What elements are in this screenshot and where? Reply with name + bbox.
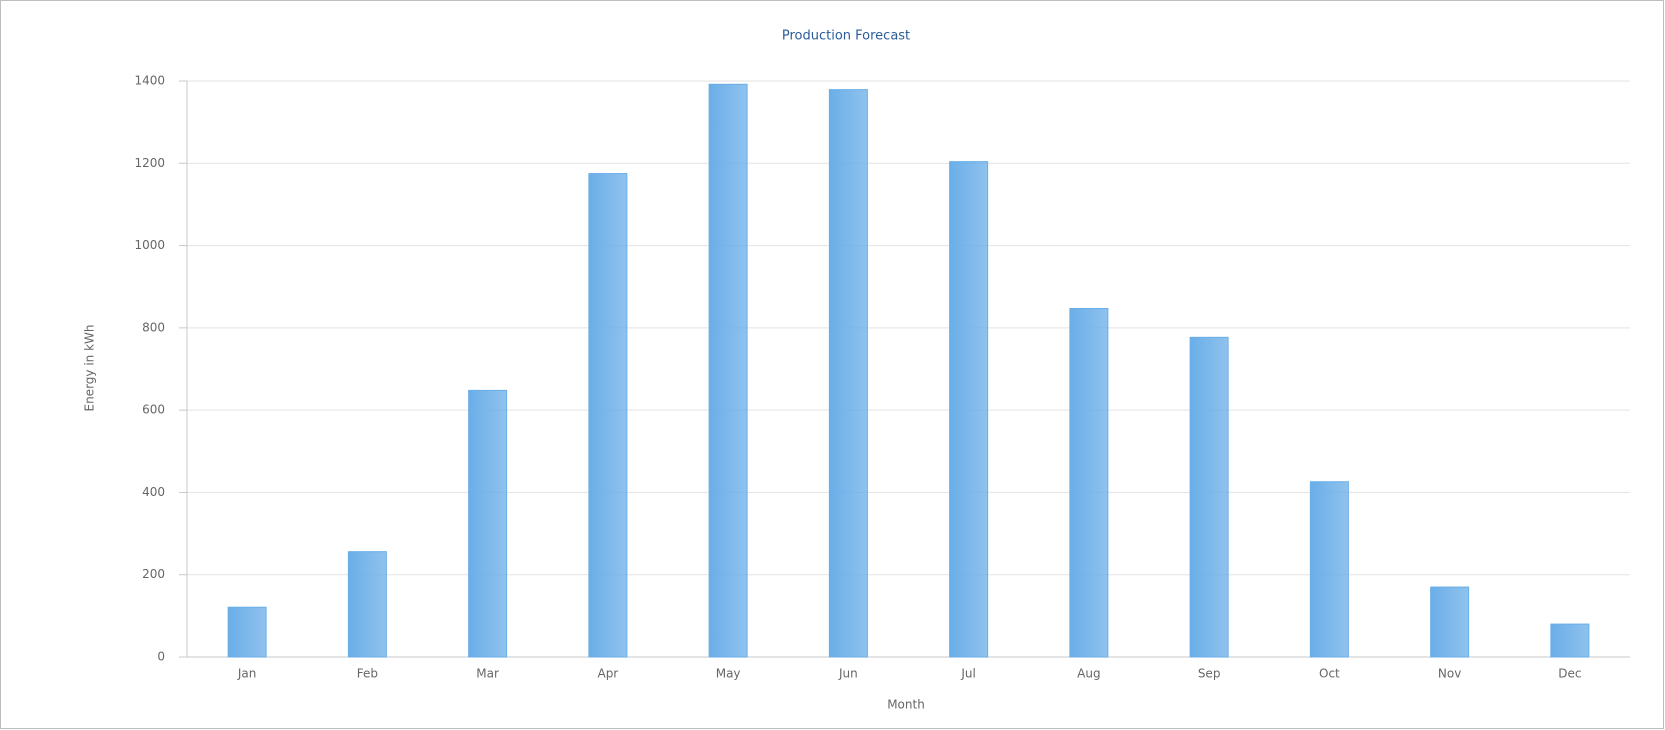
x-tick-label: Jan — [237, 667, 257, 681]
x-tick-label: Jun — [838, 667, 858, 681]
y-tick-label: 600 — [142, 403, 165, 417]
bar — [347, 551, 387, 658]
y-tick-label: 1000 — [134, 238, 165, 252]
y-tick-label: 400 — [142, 485, 165, 499]
bar — [227, 606, 267, 658]
x-tick-label: Nov — [1438, 667, 1461, 681]
bar — [1069, 308, 1109, 658]
bar — [1189, 336, 1229, 658]
x-tick-label: Mar — [476, 667, 499, 681]
x-tick-label: Dec — [1558, 667, 1581, 681]
bar — [708, 83, 748, 658]
y-tick-label: 200 — [142, 567, 165, 581]
x-tick-label: Apr — [597, 667, 618, 681]
x-tick-label: Jul — [960, 667, 975, 681]
bar — [1309, 481, 1349, 658]
x-tick-label: May — [716, 667, 741, 681]
y-tick-label: 1200 — [134, 156, 165, 170]
y-tick-label: 0 — [157, 650, 165, 664]
bar — [468, 389, 508, 658]
x-tick-label: Feb — [357, 667, 378, 681]
y-axis-label: Energy in kWh — [83, 325, 97, 412]
y-tick-label: 800 — [142, 320, 165, 334]
y-tick-label: 1400 — [134, 74, 165, 88]
x-tick-label: Sep — [1198, 667, 1221, 681]
bar — [828, 89, 868, 658]
x-tick-label: Aug — [1077, 667, 1100, 681]
bar — [1550, 623, 1590, 658]
bar — [588, 173, 628, 658]
bar — [949, 161, 989, 658]
x-tick-label: Oct — [1319, 667, 1340, 681]
chart-title: Production Forecast — [782, 29, 910, 44]
bar — [1430, 586, 1470, 658]
x-axis-label: Month — [887, 698, 925, 712]
